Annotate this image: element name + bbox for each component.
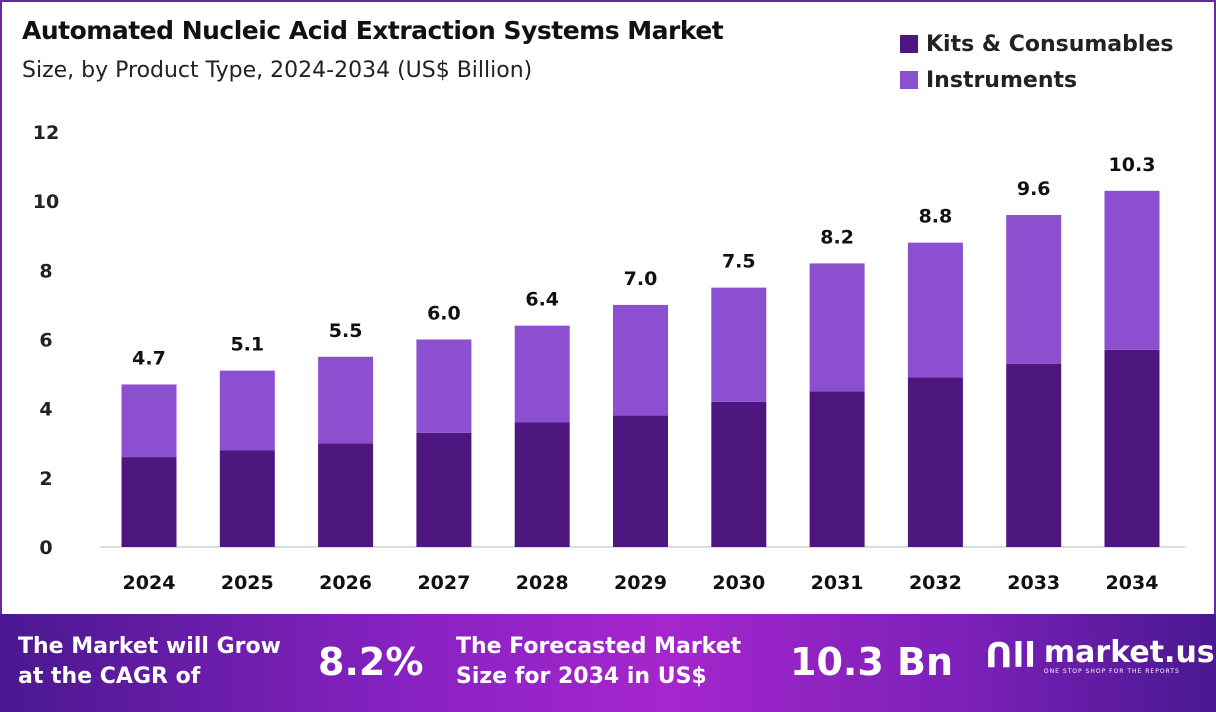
bar-instruments xyxy=(1006,215,1062,364)
bar-instruments xyxy=(416,339,472,433)
legend-label-instruments: Instruments xyxy=(926,67,1078,93)
total-data-label: 7.0 xyxy=(624,268,658,290)
bar-kits-consumables xyxy=(514,422,570,547)
cagr-value: 8.2% xyxy=(318,640,424,684)
y-tick-label: 2 xyxy=(39,468,52,490)
x-tick-label: 2034 xyxy=(1106,572,1159,594)
bar-kits-consumables xyxy=(318,443,374,547)
y-tick-label: 0 xyxy=(39,537,52,559)
forecast-value: 10.3 Bn xyxy=(790,640,954,684)
total-data-label: 9.6 xyxy=(1017,178,1051,200)
x-tick-label: 2028 xyxy=(516,572,569,594)
chart-subtitle: Size, by Product Type, 2024-2034 (US$ Bi… xyxy=(22,58,533,83)
y-tick-label: 12 xyxy=(33,122,59,144)
legend-label-kits: Kits & Consumables xyxy=(926,31,1174,57)
legend-item-kits: Kits & Consumables xyxy=(900,26,1173,62)
forecast-label-line1: The Forecasted Market xyxy=(456,634,742,659)
total-data-label: 5.5 xyxy=(329,320,363,342)
x-tick-label: 2029 xyxy=(614,572,667,594)
y-tick-label: 10 xyxy=(33,191,59,213)
bar-instruments xyxy=(1104,190,1160,350)
bar-kits-consumables xyxy=(711,401,767,547)
cagr-label-line2: at the CAGR of xyxy=(18,664,201,689)
bar-kits-consumables xyxy=(219,450,275,547)
total-data-label: 5.1 xyxy=(230,334,264,356)
bar-instruments xyxy=(907,242,963,378)
cagr-label: The Market will Grow at the CAGR of xyxy=(18,632,281,692)
bar-instruments xyxy=(121,384,177,458)
bar-kits-consumables xyxy=(613,415,668,547)
total-data-label: 8.8 xyxy=(919,206,953,228)
bar-kits-consumables xyxy=(809,391,865,547)
marketus-logo: ᑎll market.us ONE STOP SHOP FOR THE REPOR… xyxy=(985,636,1215,676)
bar-chart: 0 2 4 6 8 10 12 4.7 2024 5.1 2025 5.5 2026 6.0 2027 6.4… xyxy=(33,122,1185,594)
legend: Kits & Consumables Instruments xyxy=(900,26,1173,98)
forecast-label: The Forecasted Market Size for 2034 in US… xyxy=(456,632,741,692)
y-tick-label: 8 xyxy=(39,260,52,282)
bar-instruments xyxy=(711,287,767,402)
bar-instruments xyxy=(613,304,668,416)
forecast-label-line2: Size for 2034 in US$ xyxy=(456,664,707,689)
footer-banner: The Market will Grow at the CAGR of 8.2% … xyxy=(0,614,1216,712)
x-tick-label: 2026 xyxy=(319,572,372,594)
bar-instruments xyxy=(514,325,570,423)
y-tick-label: 6 xyxy=(39,330,52,352)
cagr-label-line1: The Market will Grow xyxy=(18,634,281,659)
bar-kits-consumables xyxy=(121,457,177,547)
x-tick-label: 2031 xyxy=(811,572,864,594)
bar-instruments xyxy=(318,356,374,444)
bar-kits-consumables xyxy=(1104,349,1160,547)
y-tick-label: 4 xyxy=(39,399,52,421)
x-tick-label: 2027 xyxy=(417,572,470,594)
legend-swatch-instruments xyxy=(900,71,918,89)
total-data-label: 6.4 xyxy=(525,289,559,311)
total-data-label: 4.7 xyxy=(132,347,166,369)
total-data-label: 10.3 xyxy=(1109,154,1156,176)
bar-kits-consumables xyxy=(1006,363,1062,547)
bar-kits-consumables xyxy=(907,377,963,547)
x-tick-label: 2030 xyxy=(712,572,765,594)
x-tick-label: 2032 xyxy=(909,572,962,594)
total-data-label: 8.2 xyxy=(820,226,854,248)
logo-mark-icon: ᑎll xyxy=(985,636,1036,676)
logo-name: market.us xyxy=(1043,634,1215,670)
bar-kits-consumables xyxy=(416,432,472,547)
x-tick-label: 2025 xyxy=(221,572,274,594)
logo-tagline: ONE STOP SHOP FOR THE REPORTS xyxy=(1043,667,1180,675)
legend-swatch-kits xyxy=(900,35,918,53)
bar-instruments xyxy=(219,370,275,451)
x-tick-label: 2033 xyxy=(1007,572,1060,594)
total-data-label: 7.5 xyxy=(722,251,756,273)
chart-title: Automated Nucleic Acid Extraction System… xyxy=(22,16,724,45)
bar-instruments xyxy=(809,263,865,392)
legend-item-instruments: Instruments xyxy=(900,62,1173,98)
x-tick-label: 2024 xyxy=(123,572,176,594)
total-data-label: 6.0 xyxy=(427,303,461,325)
